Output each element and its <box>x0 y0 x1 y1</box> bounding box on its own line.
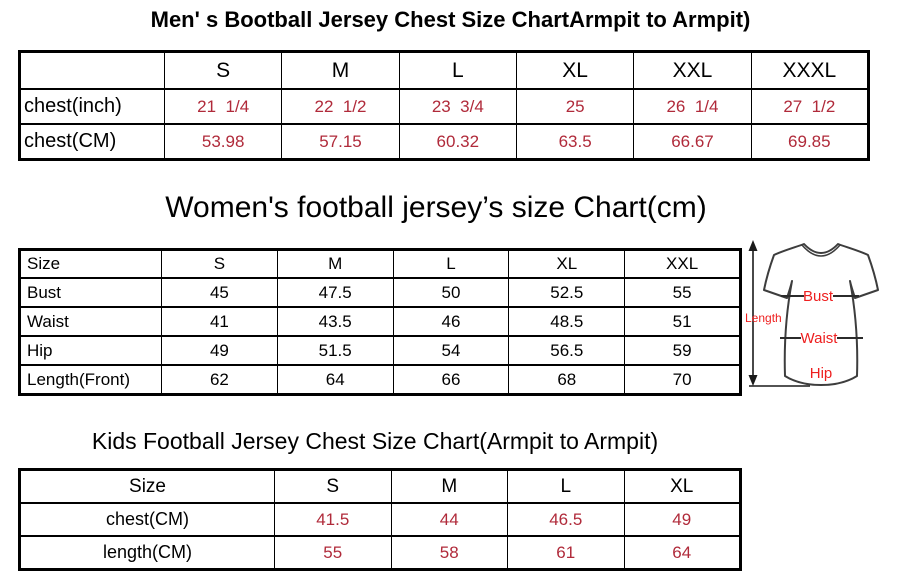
cell-value: 68 <box>508 364 625 395</box>
hip-label: Hip <box>810 365 833 382</box>
cell-value: 49 <box>623 502 741 536</box>
cell-value: 64 <box>276 364 394 395</box>
cell-value: 22 1/2 <box>281 88 400 124</box>
row-label: length(CM) <box>19 535 275 570</box>
table-header-row: S M L XL XXL XXXL <box>19 50 869 89</box>
length-arrow <box>748 240 810 387</box>
cell-value: 21 1/4 <box>163 88 282 124</box>
women-chart-title: Women's football jersey’s size Chart(cm) <box>165 191 707 224</box>
bust-label: Bust <box>803 288 834 305</box>
cell-value: 59 <box>624 335 741 365</box>
column-header: XL <box>623 468 741 503</box>
column-header: M <box>276 248 394 278</box>
table-row: Waist 41 43.5 46 48.5 51 <box>19 306 741 336</box>
column-header: XXL <box>633 50 752 89</box>
table-row: chest(CM) 41.5 44 46.5 49 <box>19 502 741 536</box>
table-row: Length(Front) 62 64 66 68 70 <box>19 364 741 395</box>
column-header: S <box>274 468 391 503</box>
cell-value: 53.98 <box>163 123 282 160</box>
column-header: L <box>398 50 517 89</box>
table-header-row: Size S M L XL XXL <box>19 248 741 278</box>
column-header: XL <box>508 248 625 278</box>
column-header <box>19 50 165 89</box>
cell-value: 51.5 <box>276 335 394 365</box>
column-header: XL <box>515 50 634 89</box>
column-header: M <box>281 50 400 89</box>
cell-value: 51 <box>624 306 741 336</box>
length-label: Length <box>745 311 782 325</box>
cell-value: 54 <box>392 335 509 365</box>
column-header: S <box>161 248 278 278</box>
kids-size-table: Size S M L XL chest(CM) 41.5 44 46.5 49 … <box>18 468 742 571</box>
column-header: S <box>163 50 282 89</box>
tshirt-outline <box>763 243 879 386</box>
column-header: Size <box>19 468 275 503</box>
cell-value: 62 <box>161 364 278 395</box>
row-label: Hip <box>19 335 162 365</box>
men-size-table: S M L XL XXL XXXL chest(inch) 21 1/4 22 … <box>18 50 870 161</box>
cell-value: 41 <box>161 306 278 336</box>
cell-value: 63.5 <box>515 123 634 160</box>
row-label: chest(inch) <box>19 88 165 124</box>
cell-value: 70 <box>624 364 741 395</box>
table-row: Hip 49 51.5 54 56.5 59 <box>19 335 741 365</box>
table-row: chest(inch) 21 1/4 22 1/2 23 3/4 25 26 1… <box>19 88 869 124</box>
cell-value: 52.5 <box>508 277 625 307</box>
row-label: chest(CM) <box>19 123 165 160</box>
column-header: M <box>390 468 508 503</box>
column-header: L <box>507 468 624 503</box>
row-label: Waist <box>19 306 162 336</box>
cell-value: 23 3/4 <box>398 88 517 124</box>
cell-value: 58 <box>390 535 508 570</box>
cell-value: 66.67 <box>633 123 752 160</box>
cell-value: 55 <box>274 535 391 570</box>
column-header: XXXL <box>750 50 869 89</box>
table-row: length(CM) 55 58 61 64 <box>19 535 741 570</box>
kids-chart-title: Kids Football Jersey Chest Size Chart(Ar… <box>91 428 659 454</box>
row-label: Bust <box>19 277 162 307</box>
cell-value: 41.5 <box>274 502 391 536</box>
table-row: chest(CM) 53.98 57.15 60.32 63.5 66.67 6… <box>19 123 869 160</box>
cell-value: 56.5 <box>508 335 625 365</box>
cell-value: 49 <box>161 335 278 365</box>
cell-value: 46.5 <box>507 502 624 536</box>
row-label: chest(CM) <box>19 502 275 536</box>
cell-value: 61 <box>507 535 624 570</box>
table-header-row: Size S M L XL <box>19 468 741 503</box>
column-header: XXL <box>624 248 741 278</box>
women-size-table: Size S M L XL XXL Bust 45 47.5 50 52.5 5… <box>18 248 742 396</box>
column-header: L <box>392 248 509 278</box>
row-label: Length(Front) <box>19 364 162 395</box>
cell-value: 48.5 <box>508 306 625 336</box>
column-header: Size <box>19 248 162 278</box>
table-row: Bust 45 47.5 50 52.5 55 <box>19 277 741 307</box>
cell-value: 27 1/2 <box>750 88 869 124</box>
cell-value: 57.15 <box>281 123 400 160</box>
cell-value: 55 <box>624 277 741 307</box>
cell-value: 50 <box>392 277 509 307</box>
tshirt-measurement-diagram: Length Bust Waist Hip <box>745 240 879 387</box>
waist-label: Waist <box>801 330 839 347</box>
cell-value: 46 <box>392 306 509 336</box>
collar-inner-line <box>801 244 841 257</box>
cell-value: 66 <box>392 364 509 395</box>
cell-value: 64 <box>623 535 741 570</box>
cell-value: 26 1/4 <box>633 88 752 124</box>
cell-value: 43.5 <box>276 306 394 336</box>
cell-value: 69.85 <box>750 123 869 160</box>
cell-value: 60.32 <box>398 123 517 160</box>
men-chart-title: Men' s Bootball Jersey Chest Size ChartA… <box>150 7 751 32</box>
cell-value: 44 <box>390 502 508 536</box>
cell-value: 45 <box>161 277 278 307</box>
cell-value: 25 <box>515 88 634 124</box>
cell-value: 47.5 <box>276 277 394 307</box>
